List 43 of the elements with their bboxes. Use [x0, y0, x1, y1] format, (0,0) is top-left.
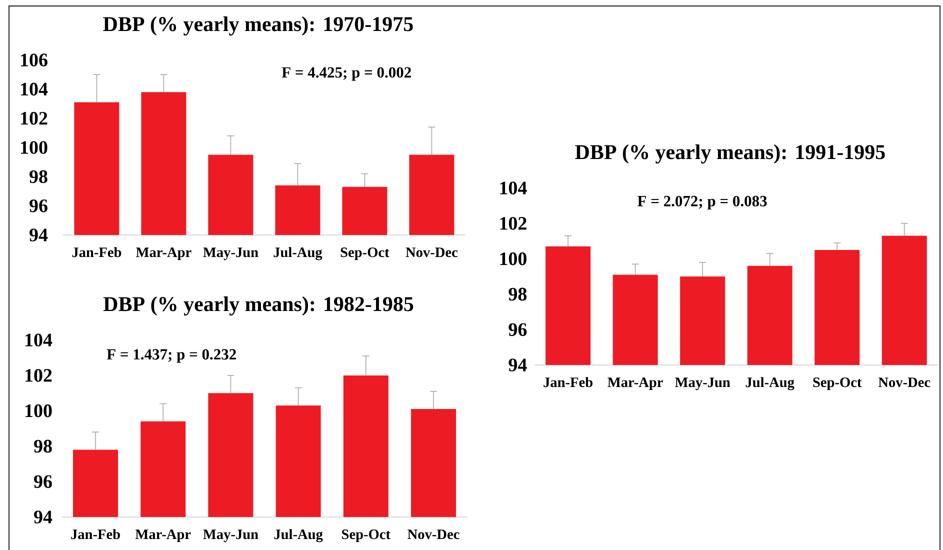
- x-tick-label: Nov-Dec: [878, 378, 930, 388]
- y-tick-label: 100: [26, 404, 52, 418]
- annotation: F = 4.425; p = 0.002: [282, 67, 411, 81]
- y-tick-label: 94: [34, 510, 52, 524]
- y-tick-label: 102: [500, 217, 526, 230]
- chart-title: DBP (% yearly means): 1991-1995: [575, 144, 885, 164]
- y-tick-label: 104: [26, 334, 52, 346]
- annotation: F = 2.072; p = 0.083: [638, 196, 767, 210]
- x-tick-label: Mar-Apr: [608, 378, 663, 390]
- x-tick-label: Jul-Aug: [746, 377, 794, 390]
- x-tick-label: Sep-Oct: [340, 248, 390, 260]
- y-tick-label: 104: [21, 82, 48, 96]
- y-tick-label: 100: [21, 141, 48, 154]
- annotation: F = 1.437; p = 0.232: [106, 349, 236, 363]
- y-tick-label: 98: [30, 170, 48, 184]
- x-tick-label: Mar-Apr: [135, 530, 191, 542]
- x-tick-label: Jul-Aug: [274, 247, 322, 260]
- x-tick-label: Nov-Dec: [406, 248, 458, 258]
- chart-title: DBP (% yearly means): 1970-1975: [103, 16, 413, 36]
- y-tick-label: 98: [34, 440, 52, 453]
- y-tick-label: 104: [500, 182, 527, 194]
- y-tick-label: 94: [508, 358, 527, 372]
- chart-title: DBP (% yearly means): 1982-1985: [103, 296, 414, 316]
- y-tick-label: 100: [500, 252, 526, 266]
- x-tick-label: Jan-Feb: [544, 377, 592, 388]
- x-tick-label: Sep-Oct: [342, 530, 390, 542]
- x-tick-label: Jan-Feb: [71, 529, 120, 540]
- y-tick-label: 96: [34, 475, 52, 488]
- x-tick-label: May-Jun: [203, 248, 258, 260]
- x-tick-label: Nov-Dec: [408, 530, 460, 540]
- y-tick-label: 94: [30, 228, 48, 242]
- x-tick-label: May-Jun: [675, 378, 730, 390]
- x-tick-label: Mar-Apr: [136, 248, 192, 260]
- x-tick-label: Jul-Aug: [274, 529, 323, 542]
- y-tick-label: 102: [21, 112, 48, 125]
- y-tick-label: 96: [30, 199, 48, 212]
- y-tick-label: 98: [508, 288, 527, 301]
- y-tick-label: 96: [508, 323, 527, 336]
- x-tick-label: Jan-Feb: [72, 247, 122, 258]
- x-tick-label: May-Jun: [203, 530, 258, 542]
- y-tick-label: 102: [26, 369, 52, 382]
- x-tick-label: Sep-Oct: [813, 378, 862, 390]
- y-tick-label: 106: [21, 54, 48, 66]
